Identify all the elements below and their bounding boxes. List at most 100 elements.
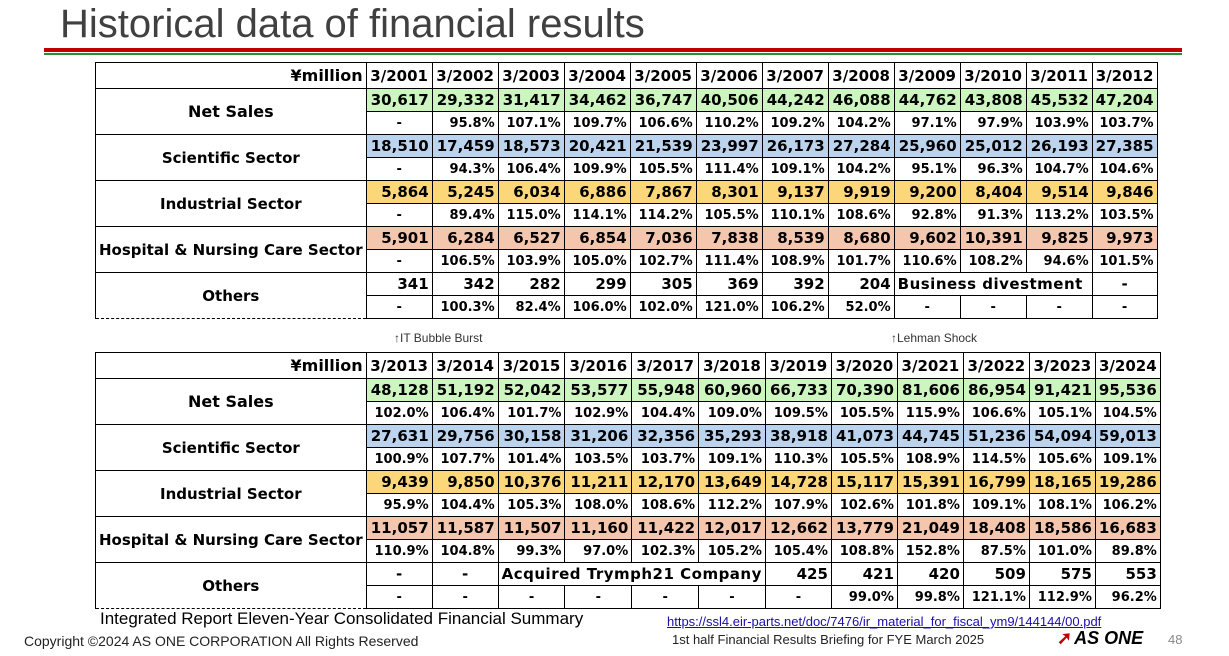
year-header: 3/2002 <box>431 62 499 89</box>
pct-cell: 95.8% <box>431 111 499 135</box>
pct-cell: 108.0% <box>564 493 633 517</box>
pct-cell: 104.5% <box>1094 401 1161 425</box>
value-cell: 18,165 <box>1028 470 1096 494</box>
value-cell: 5,901 <box>365 226 433 250</box>
value-cell: 27,631 <box>365 424 433 448</box>
row-label-net-sales: Net Sales <box>95 378 367 425</box>
pct-cell: 95.9% <box>365 493 433 517</box>
report-pdf-link[interactable]: https://ssl4.eir-parts.net/doc/7476/ir_m… <box>667 614 1102 629</box>
pct-cell: 109.7% <box>563 111 631 135</box>
value-cell: 30,158 <box>497 424 566 448</box>
value-cell: 8,680 <box>827 226 895 250</box>
value-cell: 11,587 <box>431 516 499 540</box>
value-cell: - <box>365 562 433 586</box>
pct-cell: - <box>764 585 832 609</box>
pct-cell: - <box>631 585 700 609</box>
pct-cell: 110.1% <box>761 203 829 227</box>
year-header: 3/2011 <box>1025 62 1093 89</box>
value-cell: 5,245 <box>431 180 499 204</box>
value-cell: 10,376 <box>497 470 566 494</box>
value-cell: 44,762 <box>893 88 961 112</box>
value-cell: 34,462 <box>563 88 631 112</box>
pct-cell: 110.6% <box>893 249 961 273</box>
value-cell: 40,506 <box>695 88 763 112</box>
value-cell: 31,206 <box>564 424 633 448</box>
integrated-report-caption: Integrated Report Eleven-Year Consolidat… <box>100 609 584 628</box>
value-cell: 299 <box>563 272 631 296</box>
pct-cell: 104.4% <box>431 493 499 517</box>
pct-cell: 108.9% <box>896 447 964 471</box>
pct-cell: 109.1% <box>962 493 1030 517</box>
value-cell: 32,356 <box>631 424 700 448</box>
pct-cell: 103.7% <box>1091 111 1158 135</box>
pct-cell: 105.0% <box>563 249 631 273</box>
pct-cell: 114.2% <box>629 203 697 227</box>
pct-cell: 105.3% <box>497 493 566 517</box>
value-cell: 6,854 <box>563 226 631 250</box>
pct-cell: - <box>431 585 499 609</box>
page-title: Historical data of financial results <box>60 2 645 46</box>
header-row: ¥million 3/2001 3/2002 3/2003 3/2004 3/2… <box>95 62 1158 89</box>
value-cell: 26,173 <box>761 134 829 158</box>
pct-cell: 104.2% <box>827 157 895 181</box>
scientific-row: Scientific Sector 27,631 29,756 30,158 3… <box>95 424 1161 471</box>
value-cell: 5,864 <box>365 180 433 204</box>
value-cell: 60,960 <box>698 378 766 402</box>
year-header: 3/2019 <box>764 352 832 379</box>
pct-cell: - <box>365 203 433 227</box>
value-cell: 91,421 <box>1028 378 1096 402</box>
value-cell: 392 <box>761 272 829 296</box>
pct-cell: 102.0% <box>629 295 697 319</box>
pct-cell: - <box>1091 295 1158 319</box>
year-header: 3/2001 <box>365 62 433 89</box>
pct-cell: 103.7% <box>631 447 700 471</box>
pct-cell: - <box>497 585 566 609</box>
year-header: 3/2018 <box>698 352 766 379</box>
pct-cell: 105.5% <box>830 447 898 471</box>
value-cell: 17,459 <box>431 134 499 158</box>
value-cell: 18,573 <box>497 134 565 158</box>
pct-cell: 101.8% <box>896 493 964 517</box>
pct-cell: 113.2% <box>1025 203 1093 227</box>
briefing-caption: 1st half Financial Results Briefing for … <box>672 632 985 647</box>
value-cell: 55,948 <box>631 378 700 402</box>
pct-cell: 104.7% <box>1025 157 1093 181</box>
row-label-others: Others <box>95 562 367 609</box>
value-cell: 7,036 <box>629 226 697 250</box>
value-cell: 369 <box>695 272 763 296</box>
value-cell: 282 <box>497 272 565 296</box>
value-cell: 16,683 <box>1094 516 1161 540</box>
pct-cell: 109.2% <box>761 111 829 135</box>
value-cell: 18,408 <box>962 516 1030 540</box>
page-number: 48 <box>1168 632 1183 647</box>
lehman-shock-note: ↑Lehman Shock <box>891 331 978 345</box>
year-header: 3/2016 <box>564 352 633 379</box>
value-cell: 11,507 <box>497 516 566 540</box>
value-cell: 86,954 <box>962 378 1030 402</box>
value-cell: 48,128 <box>365 378 433 402</box>
pct-cell: 111.4% <box>695 157 763 181</box>
value-cell: 45,532 <box>1025 88 1093 112</box>
pct-cell: 110.3% <box>764 447 832 471</box>
industrial-row: Industrial Sector 5,864 5,245 6,034 6,88… <box>95 180 1158 227</box>
pct-cell: 87.5% <box>962 539 1030 563</box>
pct-cell: 103.9% <box>497 249 565 273</box>
value-cell: 9,919 <box>827 180 895 204</box>
header-row: ¥million 3/2013 3/2014 3/2015 3/2016 3/2… <box>95 352 1161 379</box>
value-cell: 27,284 <box>827 134 895 158</box>
value-cell: 6,284 <box>431 226 499 250</box>
year-header: 3/2024 <box>1094 352 1161 379</box>
value-cell: 421 <box>830 562 898 586</box>
pct-cell: 100.9% <box>365 447 433 471</box>
pct-cell: 94.3% <box>431 157 499 181</box>
value-cell: 53,577 <box>564 378 633 402</box>
value-cell: 25,960 <box>893 134 961 158</box>
pct-cell: 99.3% <box>497 539 566 563</box>
value-cell: 36,747 <box>629 88 697 112</box>
financial-table-2013-2024: ¥million 3/2013 3/2014 3/2015 3/2016 3/2… <box>95 352 1161 609</box>
pct-cell: 111.4% <box>695 249 763 273</box>
pct-cell: 106.6% <box>629 111 697 135</box>
value-cell: 15,117 <box>830 470 898 494</box>
pct-cell: 104.8% <box>431 539 499 563</box>
value-cell: 15,391 <box>896 470 964 494</box>
